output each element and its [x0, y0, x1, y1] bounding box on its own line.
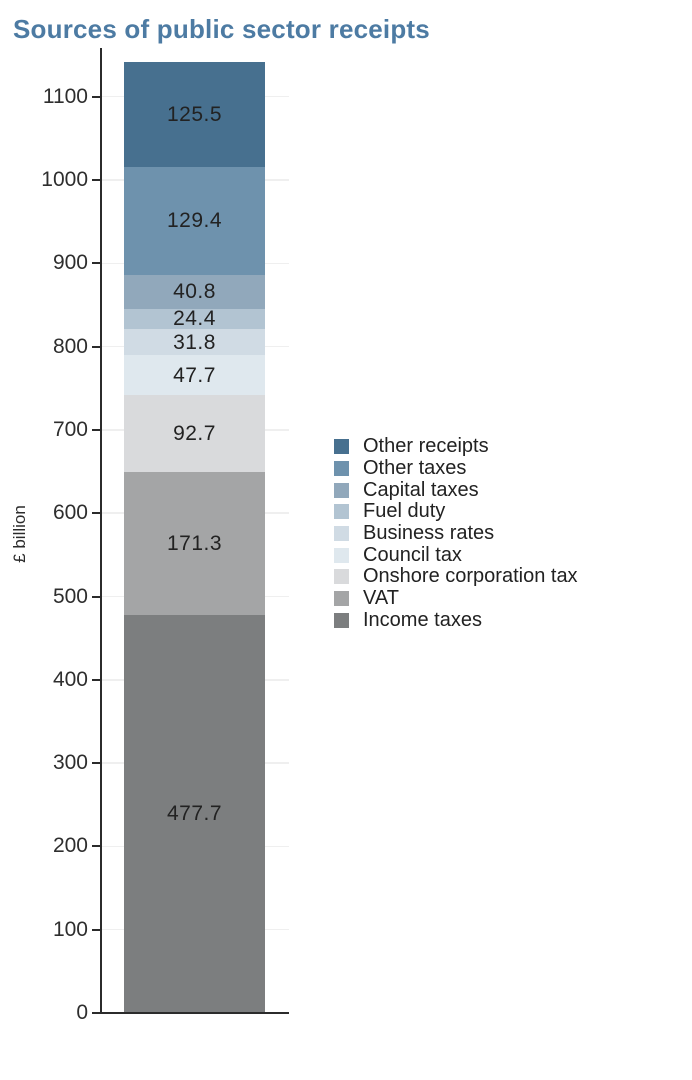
legend-swatch: [334, 482, 349, 498]
chart-title: Sources of public sector receipts: [13, 14, 430, 44]
y-tick-label: 300: [52, 751, 88, 775]
y-tick-mark: [92, 179, 101, 181]
legend-item: Onshore corporation tax: [334, 566, 578, 588]
bar-segment: 125.5: [124, 62, 265, 167]
y-tick-mark: [92, 1012, 101, 1014]
segment-value-label: 125.5: [166, 103, 223, 127]
legend-item: VAT: [334, 588, 578, 610]
y-tick-mark: [92, 845, 101, 848]
stacked-bar: 125.5 129.4 40.8 24.4 31.8 47.7 92.7 171.3 477.7: [124, 62, 265, 1013]
legend-item: Other taxes: [334, 458, 578, 480]
segment-value-label: 31.8: [173, 330, 216, 354]
y-tick-mark: [92, 595, 101, 598]
y-tick-label: 1000: [41, 168, 88, 191]
legend-swatch: [334, 591, 349, 607]
legend-label: Business rates: [363, 522, 495, 545]
legend-swatch: [334, 547, 349, 563]
legend-swatch: [334, 504, 349, 520]
legend-item: Council tax: [334, 544, 578, 566]
y-tick-mark: [92, 345, 101, 348]
y-tick-label: 100: [52, 917, 88, 941]
bar-segment: 40.8: [124, 274, 265, 309]
bar-segment: 171.3: [124, 472, 265, 616]
y-tick-label: 600: [52, 501, 88, 525]
legend-item: Capital taxes: [334, 479, 578, 501]
legend-label: Income taxes: [363, 608, 482, 631]
segment-value-label: 47.7: [173, 363, 216, 387]
legend-swatch: [334, 439, 349, 455]
y-tick-mark: [92, 928, 101, 931]
y-tick-label: 0: [76, 1001, 88, 1024]
bar-segment: 92.7: [124, 395, 265, 473]
y-tick-mark: [92, 95, 101, 98]
legend-swatch: [334, 569, 349, 585]
y-tick-label: 400: [52, 667, 88, 691]
legend-swatch: [334, 461, 349, 477]
legend-item: Other receipts: [334, 436, 578, 458]
legend-item: Business rates: [334, 523, 578, 545]
legend-label: Council tax: [363, 543, 462, 566]
y-tick-label: 1100: [42, 84, 88, 108]
segment-value-label: 24.4: [173, 307, 216, 331]
legend-label: Onshore corporation tax: [363, 565, 578, 588]
legend-item: Fuel duty: [334, 501, 578, 523]
bar-segment: 31.8: [124, 328, 265, 356]
legend-label: Capital taxes: [363, 478, 479, 501]
segment-value-label: 477.7: [166, 802, 223, 826]
y-tick-mark: [92, 678, 101, 681]
y-tick-label: 700: [52, 417, 88, 441]
y-axis-title: £ billion: [10, 505, 29, 563]
y-tick-label: 800: [52, 334, 88, 358]
y-tick-mark: [92, 762, 101, 765]
legend-label: VAT: [363, 587, 399, 610]
bar-segment: 129.4: [124, 166, 265, 275]
bar-segment: 24.4: [124, 307, 265, 331]
legend-label: Other receipts: [363, 435, 489, 458]
x-axis-line: [92, 1012, 289, 1014]
y-tick-mark: [92, 262, 101, 265]
y-tick-mark: [92, 428, 101, 431]
segment-value-label: 92.7: [173, 422, 216, 446]
legend-swatch: [334, 612, 349, 628]
y-tick-label: 500: [52, 584, 88, 608]
segment-value-label: 171.3: [166, 532, 223, 556]
legend-swatch: [334, 526, 349, 542]
bar-segment: 477.7: [124, 615, 265, 1013]
segment-value-label: 40.8: [173, 280, 216, 304]
y-tick-label: 900: [52, 251, 88, 275]
legend-item: Income taxes: [334, 608, 578, 632]
legend: Other receipts Other taxes Capital taxes Fu…: [334, 436, 578, 631]
bar-segment: 47.7: [124, 355, 265, 396]
segment-value-label: 129.4: [166, 209, 223, 233]
y-tick-label: 200: [52, 834, 88, 858]
legend-label: Other taxes: [363, 457, 467, 480]
y-axis-line: [100, 48, 102, 1013]
y-tick-mark: [92, 512, 101, 515]
legend-label: Fuel duty: [363, 500, 446, 523]
